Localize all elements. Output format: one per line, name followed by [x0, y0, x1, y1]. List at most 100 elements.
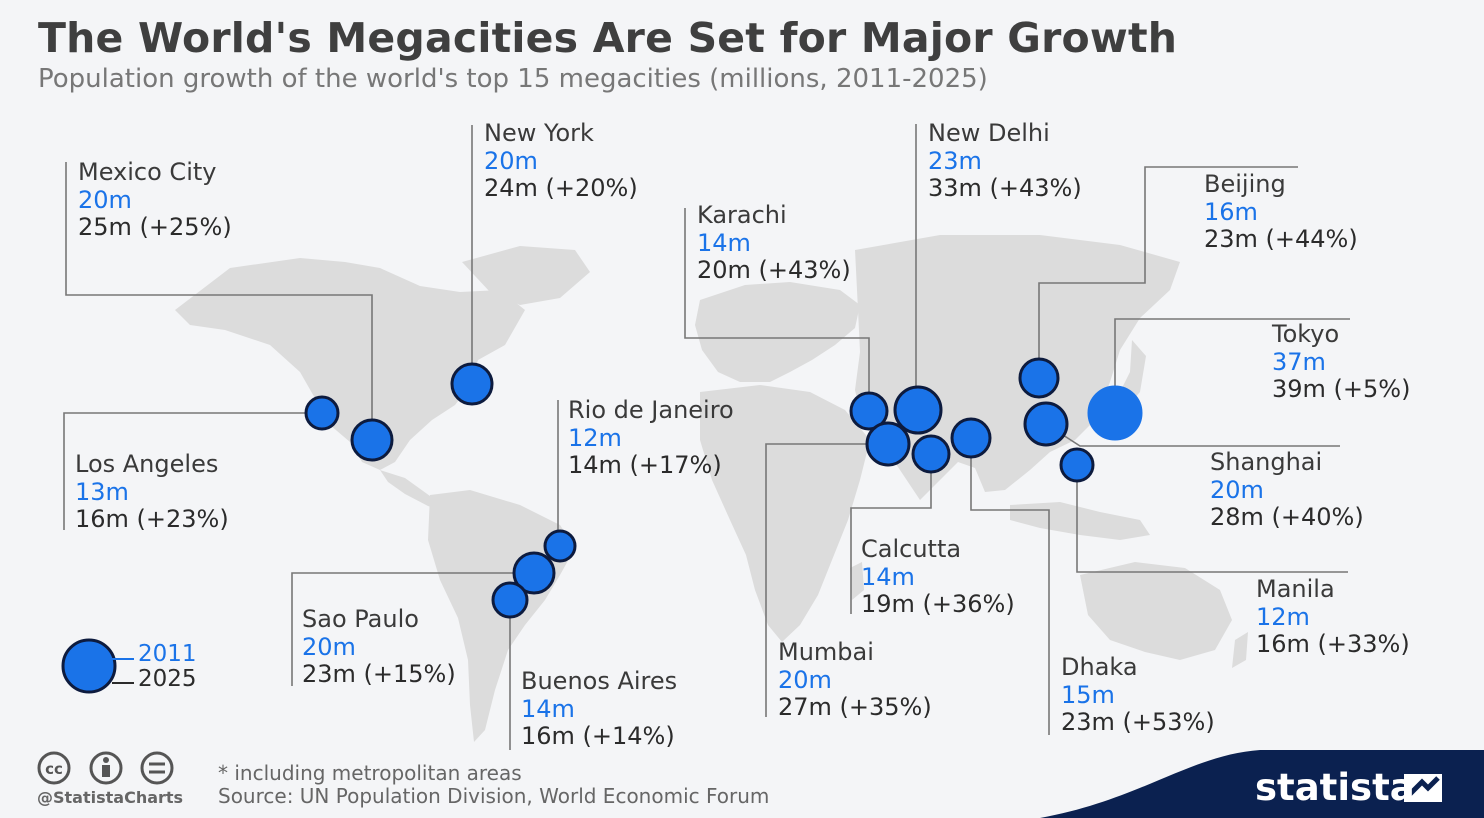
leader-shanghai — [1045, 423, 1340, 447]
landmass-africa — [700, 385, 870, 642]
leader-sao-paulo — [291, 572, 534, 686]
city-name: Tokyo — [1272, 320, 1340, 348]
city-value-2025: 27m (+35%) — [778, 693, 932, 721]
label-calcutta: Calcutta 14m 19m (+36%) — [861, 535, 1015, 619]
city-value-2025: 39m (+5%) — [1272, 375, 1411, 403]
bubble-karachi — [849, 391, 889, 431]
leader-dhaka — [970, 438, 1050, 735]
footer-notes: * including metropolitan areas Source: U… — [218, 762, 769, 808]
city-value-2025: 23m (+15%) — [302, 660, 456, 688]
bubble-sao-paulo — [512, 551, 556, 595]
label-mexico-city: Mexico City 20m 25m (+25%) — [78, 158, 232, 242]
page-title: The World's Megacities Are Set for Major… — [38, 14, 1178, 62]
city-value-2011: 14m — [521, 694, 575, 723]
leader-calcutta — [850, 454, 932, 614]
cc-icon — [37, 751, 71, 785]
social-handle: @StatistaCharts — [37, 788, 184, 807]
leader-karachi — [684, 208, 870, 411]
city-value-2025: 25m (+25%) — [78, 213, 232, 241]
leader-manila — [1076, 465, 1348, 573]
city-name: Mexico City — [78, 158, 217, 186]
city-value-2025: 16m (+23%) — [75, 505, 229, 533]
leader-mexico-city — [65, 162, 373, 440]
license-icons: cc — [36, 750, 186, 790]
label-new-delhi: New Delhi 23m 33m (+43%) — [928, 119, 1082, 203]
landmass-australia — [1080, 562, 1232, 660]
label-shanghai: Shanghai 20m 28m (+40%) — [1210, 448, 1364, 532]
bubble-new-delhi — [893, 385, 943, 435]
city-value-2011: 14m — [861, 562, 915, 591]
source-note: Source: UN Population Division, World Ec… — [218, 784, 770, 808]
city-value-2025: 16m (+33%) — [1256, 630, 1410, 658]
bubble-shanghai — [1023, 401, 1069, 447]
leader-lines — [63, 124, 1350, 750]
city-name: New Delhi — [928, 119, 1050, 147]
city-value-2025: 24m (+20%) — [484, 174, 638, 202]
bubble-tokyo — [1087, 385, 1143, 441]
city-value-2025: 19m (+36%) — [861, 590, 1015, 618]
city-name: Rio de Janeiro — [568, 396, 734, 424]
page-subtitle: Population growth of the world's top 15 … — [38, 64, 988, 94]
city-value-2025: 14m (+17%) — [568, 451, 722, 479]
bubble-mexico-city — [350, 418, 394, 462]
label-karachi: Karachi 14m 20m (+43%) — [697, 201, 851, 285]
city-value-2011: 37m — [1272, 347, 1326, 376]
legend-bubble — [61, 638, 134, 694]
city-value-2025: 33m (+43%) — [928, 174, 1082, 202]
bubble-dhaka — [950, 417, 992, 459]
legend-label-2025: 2025 — [138, 666, 197, 692]
landmass-new-zealand — [1232, 632, 1248, 668]
bubble-new-york — [450, 362, 494, 406]
city-name: Karachi — [697, 201, 787, 229]
city-name: Manila — [1256, 575, 1335, 603]
label-buenos-aires: Buenos Aires 14m 16m (+14%) — [521, 667, 678, 751]
leader-los-angeles — [63, 412, 322, 530]
landmass-se-asia-islands — [1010, 502, 1150, 540]
landmass-north-america — [175, 258, 525, 470]
label-manila: Manila 12m 16m (+33%) — [1256, 575, 1410, 659]
brand-band — [1040, 750, 1484, 818]
statista-logo: statista — [1255, 766, 1415, 809]
bubble-los-angeles — [304, 395, 340, 431]
leader-beijing — [1038, 166, 1298, 378]
label-mumbai: Mumbai 20m 27m (+35%) — [778, 638, 932, 722]
city-value-2025: 23m (+53%) — [1061, 708, 1215, 736]
city-value-2011: 20m — [1210, 475, 1264, 504]
city-value-2011: 23m — [928, 146, 982, 175]
bubble-manila — [1059, 447, 1095, 483]
city-name: Shanghai — [1210, 448, 1323, 476]
bubble-calcutta — [911, 434, 951, 474]
label-beijing: Beijing 16m 23m (+44%) — [1204, 170, 1358, 254]
bubble-mumbai — [865, 421, 911, 467]
footnote: * including metropolitan areas — [218, 761, 522, 785]
legend: 2011 2025 — [138, 642, 197, 692]
city-value-2011: 12m — [568, 423, 622, 452]
landmass-central-america — [380, 470, 444, 512]
leader-mumbai — [765, 443, 888, 717]
city-name: Buenos Aires — [521, 667, 678, 695]
cc-icon-glyph: cc — [45, 760, 63, 778]
label-tokyo: Tokyo 37m 39m (+5%) — [1272, 320, 1411, 404]
bubble-rio — [543, 529, 577, 563]
city-value-2025: 20m (+43%) — [697, 256, 851, 284]
landmass-madagascar — [850, 562, 864, 600]
city-name: Beijing — [1204, 170, 1286, 198]
city-value-2011: 12m — [1256, 602, 1310, 631]
bubble-beijing — [1018, 357, 1060, 399]
city-value-2011: 16m — [1204, 197, 1258, 226]
legend-label-2011: 2011 — [138, 641, 197, 667]
city-value-2011: 20m — [78, 185, 132, 214]
city-bubbles — [304, 357, 1095, 619]
city-value-2011: 14m — [697, 228, 751, 257]
landmass-europe — [695, 282, 860, 382]
attribution-icon — [89, 751, 123, 785]
city-value-2011: 20m — [778, 665, 832, 694]
statista-logo-icon — [1404, 774, 1442, 802]
bubble-buenos-aires — [491, 581, 529, 619]
city-value-2025: 16m (+14%) — [521, 722, 675, 750]
label-new-york: New York 20m 24m (+20%) — [484, 119, 638, 203]
leader-tokyo — [1114, 318, 1350, 413]
city-value-2011: 15m — [1061, 680, 1115, 709]
city-value-2011: 20m — [302, 632, 356, 661]
